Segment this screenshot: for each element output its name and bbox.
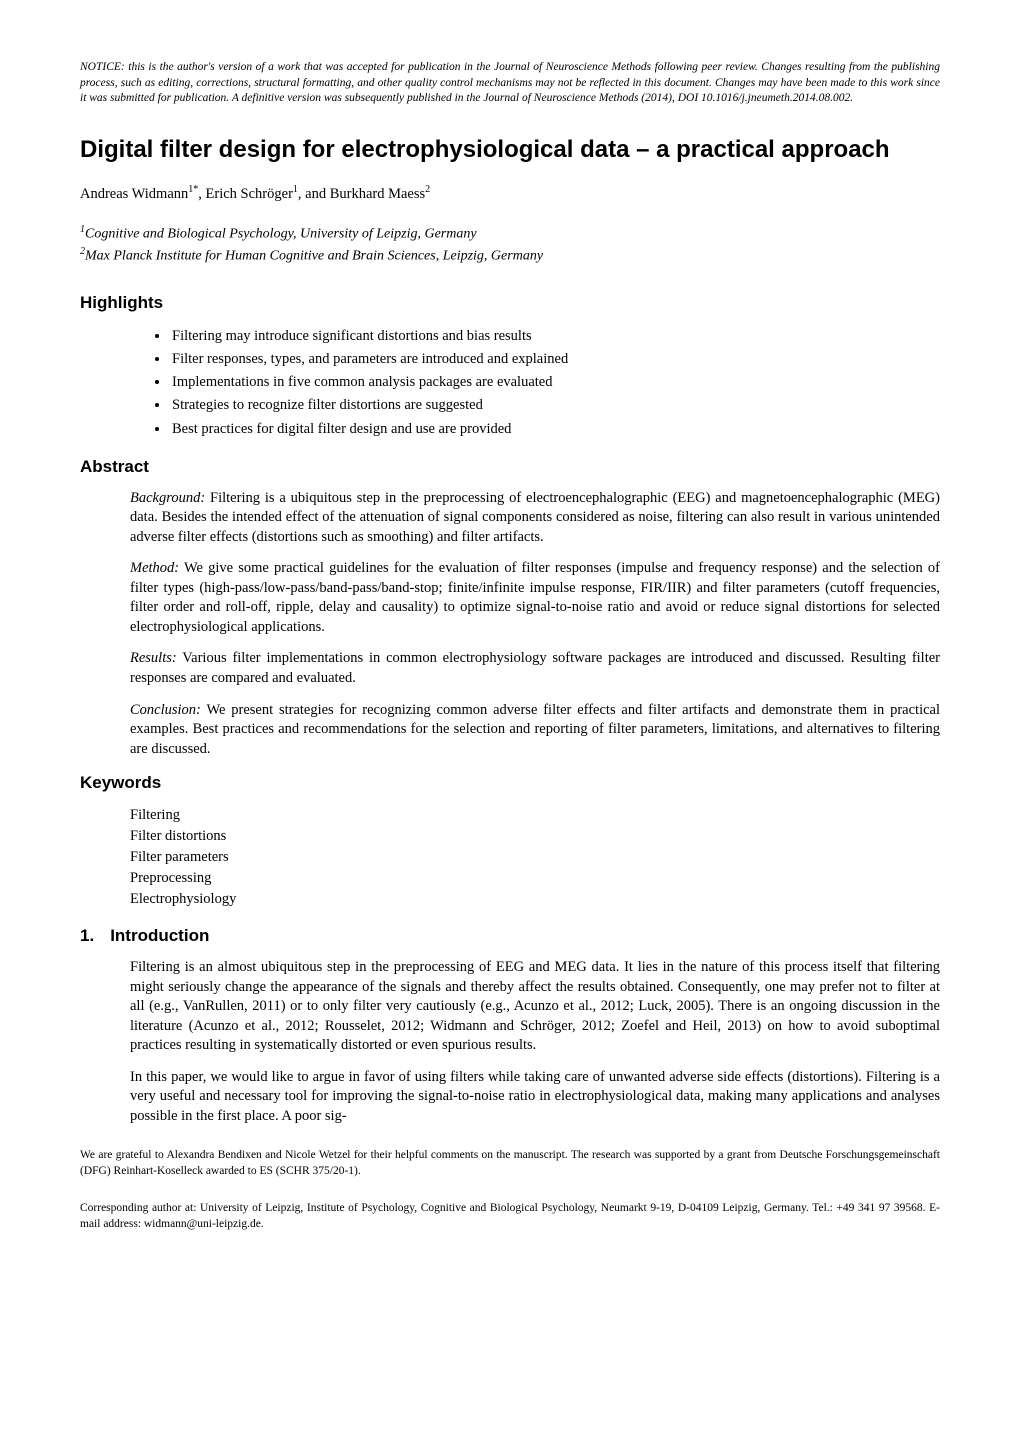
highlight-item: Best practices for digital filter design… <box>170 418 940 441</box>
abstract-method: Method: We give some practical guideline… <box>130 559 940 637</box>
acknowledgment-footnote: We are grateful to Alexandra Bendixen an… <box>80 1148 940 1179</box>
affiliation-1: 1Cognitive and Biological Psychology, Un… <box>80 222 940 245</box>
highlight-item: Strategies to recognize filter distortio… <box>170 394 940 417</box>
highlight-item: Filtering may introduce significant dist… <box>170 325 940 348</box>
introduction-para-2: In this paper, we would like to argue in… <box>130 1068 940 1127</box>
keywords-heading: Keywords <box>80 771 940 795</box>
introduction-para-1: Filtering is an almost ubiquitous step i… <box>130 958 940 1056</box>
highlights-heading: Highlights <box>80 291 940 315</box>
keyword-item: Filter distortions <box>130 826 940 847</box>
abstract-conclusion: Conclusion: We present strategies for re… <box>130 701 940 760</box>
keyword-item: Preprocessing <box>130 868 940 889</box>
introduction-heading-row: 1. Introduction <box>80 924 940 948</box>
abstract-heading: Abstract <box>80 455 940 479</box>
paper-title: Digital filter design for electrophysiol… <box>80 135 940 165</box>
keyword-item: Electrophysiology <box>130 889 940 910</box>
keywords-list: Filtering Filter distortions Filter para… <box>130 805 940 910</box>
keyword-item: Filtering <box>130 805 940 826</box>
highlights-list: Filtering may introduce significant dist… <box>170 325 940 441</box>
highlight-item: Filter responses, types, and parameters … <box>170 348 940 371</box>
authors-line: Andreas Widmann1*, Erich Schröger1, and … <box>80 183 940 204</box>
publication-notice: NOTICE: this is the author's version of … <box>80 60 940 107</box>
affiliation-2: 2Max Planck Institute for Human Cognitiv… <box>80 244 940 267</box>
section-number: 1. <box>80 924 94 948</box>
abstract-background: Background: Filtering is a ubiquitous st… <box>130 489 940 548</box>
keyword-item: Filter parameters <box>130 847 940 868</box>
affiliations-block: 1Cognitive and Biological Psychology, Un… <box>80 222 940 267</box>
highlight-item: Implementations in five common analysis … <box>170 371 940 394</box>
section-title: Introduction <box>110 924 209 948</box>
corresponding-author-footnote: Corresponding author at: University of L… <box>80 1201 940 1232</box>
abstract-results: Results: Various filter implementations … <box>130 649 940 688</box>
